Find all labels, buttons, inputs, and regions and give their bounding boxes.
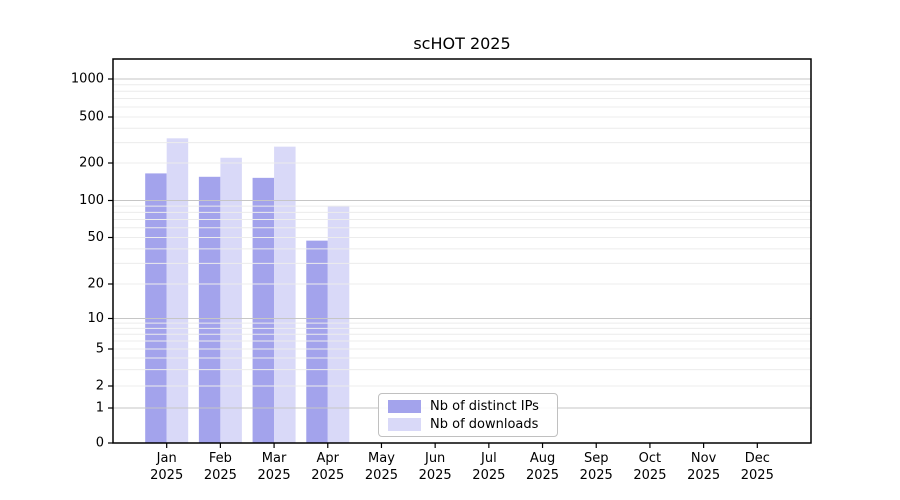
x-tick-label-month: Feb (209, 451, 232, 466)
y-tick-label: 20 (87, 277, 104, 292)
x-tick-label-year: 2025 (311, 468, 344, 483)
y-tick-label: 2 (96, 379, 104, 394)
legend-swatch-icon (388, 417, 421, 431)
x-tick-label-month: Aug (530, 451, 555, 466)
legend-item: Nb of downloads (388, 417, 548, 432)
x-tick-label-month: Mar (262, 451, 287, 466)
y-tick-label: 1000 (71, 72, 104, 87)
legend: Nb of distinct IPs Nb of downloads (378, 393, 558, 437)
bar-feb-downloads (220, 157, 242, 444)
y-tick-labels: 0 1 2 5 10 20 50 100 200 500 1000 (71, 72, 104, 451)
y-tick-label: 10 (87, 311, 104, 326)
x-tick-label-year: 2025 (258, 468, 291, 483)
y-tick-label: 0 (96, 436, 104, 451)
x-tick-label-year: 2025 (419, 468, 452, 483)
y-tick-label: 5 (96, 342, 104, 357)
x-tick-label-month: Jun (424, 451, 445, 466)
tick-marks (108, 78, 758, 448)
x-tick-label-month: Nov (691, 451, 717, 466)
x-tick-label-year: 2025 (365, 468, 398, 483)
bar-mar-ips (252, 177, 275, 443)
legend-label: Nb of distinct IPs (430, 398, 539, 414)
bar-feb-ips (198, 176, 221, 443)
axes-spines (112, 58, 812, 444)
bar-mar-downloads (274, 146, 296, 444)
x-tick-labels: Jan 2025 Feb 2025 Mar 2025 Apr 2025 May 2025 Jun 20… (150, 451, 774, 483)
x-tick-label-year: 2025 (204, 468, 237, 483)
bar-jan-downloads (166, 138, 189, 443)
bars-group (145, 138, 350, 444)
y-tick-label: 50 (87, 230, 104, 245)
y-tick-label: 100 (79, 193, 104, 208)
bar-apr-downloads (327, 206, 350, 443)
y-tick-label: 500 (79, 110, 104, 125)
x-tick-label-month: May (368, 451, 395, 466)
y-tick-label: 1 (96, 401, 104, 416)
x-tick-label-month: Apr (317, 451, 340, 466)
x-tick-label-month: Jan (156, 451, 177, 466)
x-tick-label-month: Jul (480, 451, 497, 466)
x-tick-label-month: Sep (584, 451, 609, 466)
legend-label: Nb of downloads (430, 416, 539, 432)
legend-swatch-icon (388, 399, 421, 413)
minor-gridlines (113, 84, 811, 387)
x-tick-label-year: 2025 (580, 468, 613, 483)
x-tick-label-year: 2025 (472, 468, 505, 483)
bar-jan-ips (145, 173, 167, 443)
plot-border (112, 58, 812, 444)
x-tick-label-year: 2025 (687, 468, 720, 483)
x-tick-label-year: 2025 (526, 468, 559, 483)
x-tick-label-year: 2025 (633, 468, 666, 483)
x-tick-label-month: Oct (639, 451, 661, 466)
chart-title: scHOT 2025 (413, 34, 511, 53)
x-tick-label-month: Dec (745, 451, 770, 466)
bar-apr-ips (306, 240, 328, 443)
y-tick-label: 200 (79, 156, 104, 171)
x-tick-label-year: 2025 (741, 468, 774, 483)
legend-item: Nb of distinct IPs (388, 399, 548, 414)
x-tick-label-year: 2025 (150, 468, 183, 483)
